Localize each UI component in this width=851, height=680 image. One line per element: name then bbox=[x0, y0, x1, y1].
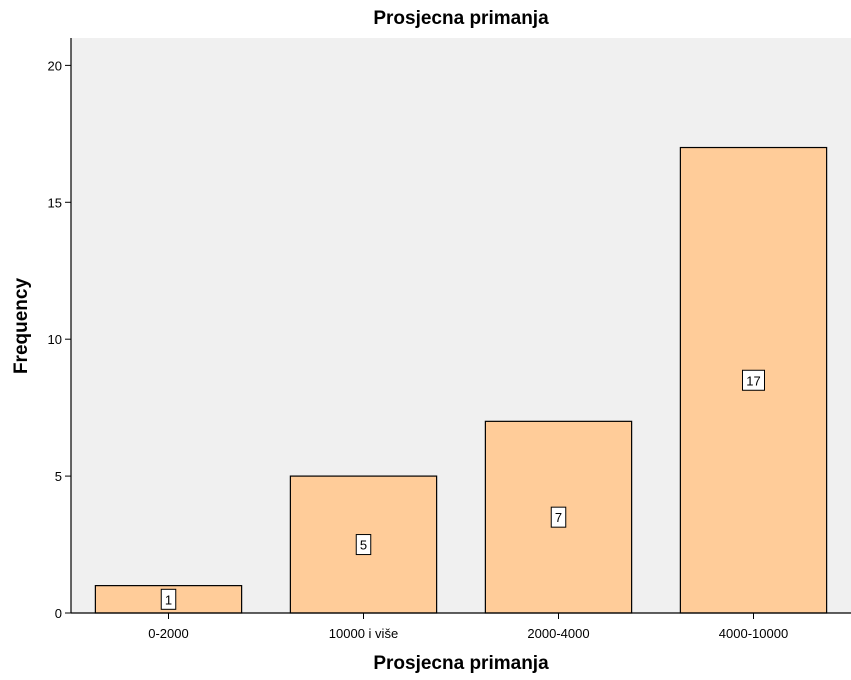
y-tick-label: 10 bbox=[48, 332, 62, 347]
x-tick-label: 10000 i više bbox=[329, 626, 398, 641]
data-label-box bbox=[550, 506, 567, 528]
x-tick-label: 2000-4000 bbox=[527, 626, 589, 641]
y-tick-label: 5 bbox=[55, 469, 62, 484]
x-tick-label: 4000-10000 bbox=[719, 626, 788, 641]
x-axis-title: Prosjecna primanja bbox=[373, 653, 549, 674]
x-tick-label: 0-2000 bbox=[148, 626, 188, 641]
y-tick-label: 15 bbox=[48, 195, 62, 210]
data-label: 7 bbox=[555, 510, 562, 525]
chart-title: Prosjecna primanja bbox=[373, 8, 549, 29]
y-tick-label: 20 bbox=[48, 58, 62, 73]
data-label-box bbox=[355, 534, 372, 556]
axes: 0-2000 10000 i više 2000-4000 4000-10000051… bbox=[48, 38, 851, 641]
data-labels: 1 5 7 17 bbox=[160, 369, 765, 610]
data-label: 17 bbox=[746, 373, 760, 388]
data-label: 1 bbox=[165, 592, 172, 607]
data-label-box bbox=[160, 588, 177, 610]
data-label-box bbox=[742, 369, 765, 391]
y-tick-label: 0 bbox=[55, 606, 62, 621]
data-label: 5 bbox=[360, 538, 367, 553]
